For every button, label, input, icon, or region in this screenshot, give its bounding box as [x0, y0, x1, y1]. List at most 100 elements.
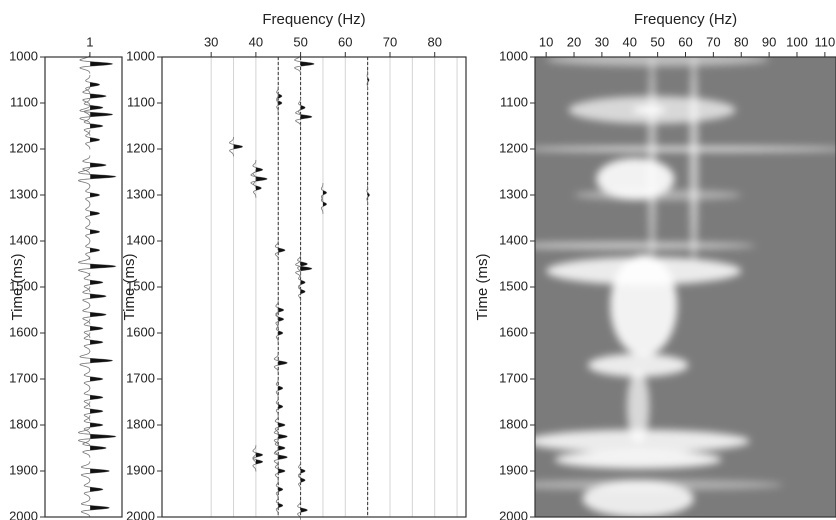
wavelet-lobe [278, 454, 288, 460]
wavelet-lobe [90, 192, 100, 198]
x-tick-label: 30 [595, 34, 609, 49]
wavelet-lobe [278, 468, 285, 474]
x-tick-label: 80 [427, 34, 441, 49]
wavelet-lobe [90, 137, 100, 143]
feature [647, 57, 657, 264]
wavelet-lobe [300, 289, 306, 294]
wavelet-lobe [278, 100, 282, 106]
wavelet-lobe [256, 176, 268, 182]
plot-frame [161, 56, 467, 518]
y-tick-label: 1200 [499, 140, 528, 155]
panel: 1000 1100 1200 1300 1400 1500 1600 1700 1800 1900… [9, 34, 123, 520]
wavelet-lobe [90, 445, 106, 451]
wavelet-lobe [278, 247, 285, 253]
wavelet-lobe [367, 192, 370, 198]
x-tick-label: 70 [706, 34, 720, 49]
x-tick-label: 20 [567, 34, 581, 49]
x-tick-label: 60 [678, 34, 692, 49]
y-tick-label: 1900 [499, 462, 528, 477]
y-tick-label: 1600 [9, 324, 38, 339]
wavelet-lobe [90, 422, 103, 428]
y-tick-label: 1900 [9, 462, 38, 477]
wavelet-lobe [300, 261, 308, 267]
x-tick-label: 60 [338, 34, 352, 49]
y-tick-label: 1400 [9, 232, 38, 247]
wavelet-lobe [90, 264, 116, 269]
feature [546, 57, 770, 67]
y-axis-label: Time (ms) [9, 254, 26, 321]
x-tick-label: 70 [383, 34, 397, 49]
wavelet-lobe [90, 93, 106, 99]
y-tick-label: 1600 [499, 324, 528, 339]
y-tick-label: 1200 [9, 140, 38, 155]
wavelet-lobe [300, 477, 306, 483]
feature [689, 57, 699, 264]
y-tick-label: 1800 [499, 416, 528, 431]
wavelet-lobe [90, 229, 100, 235]
feature [574, 189, 742, 201]
y-tick-label: 2000 [499, 508, 528, 520]
wavelet-lobe [322, 201, 327, 207]
y-tick-label: 1700 [126, 370, 155, 385]
wavelet-lobe [255, 452, 263, 458]
wavelet-lobe [255, 459, 263, 465]
wavelet-lobe [90, 395, 103, 400]
x-tick-label: 110 [814, 34, 835, 49]
feature [535, 429, 750, 453]
wavelet-lobe [300, 114, 312, 120]
y-tick-label: 1500 [126, 278, 155, 293]
wavelet-lobe [300, 468, 306, 474]
wavelet-lobe [90, 408, 103, 414]
y-tick-label: 1800 [126, 416, 155, 431]
y-tick-label: 1100 [500, 94, 528, 109]
y-tick-label: 1300 [9, 186, 38, 201]
wavelet-lobe [278, 385, 283, 391]
feature [535, 146, 836, 152]
wavelet-lobe [278, 503, 283, 508]
x-tick-label: 90 [762, 34, 776, 49]
y-tick-label: 1000 [126, 48, 155, 63]
x-tick-label: 50 [293, 34, 307, 49]
wavelet-lobe [300, 266, 312, 271]
wavelet-lobe [300, 280, 306, 285]
panel: 1000 1100 1200 1300 1400 1500 1600 1700 1800 1900… [474, 11, 836, 520]
x-tick-label: 100 [786, 34, 808, 49]
wavelet-lobe [278, 330, 283, 336]
wavelet-lobe [367, 77, 369, 83]
y-tick-label: 1300 [499, 186, 528, 201]
wavelet-lobe [278, 360, 288, 366]
x-tick-label: 10 [539, 34, 553, 49]
wavelet-lobe [278, 316, 284, 322]
wavelet-lobe [90, 312, 106, 317]
y-tick-label: 2000 [126, 508, 155, 520]
x-tick-label: 30 [204, 34, 218, 49]
x-axis-label: Frequency (Hz) [634, 11, 737, 28]
wavelet-lobe [90, 82, 100, 87]
y-tick-label: 1600 [126, 324, 155, 339]
wavelet-lobe [278, 404, 283, 409]
feature [582, 480, 694, 517]
wavelet-lobe [90, 326, 103, 331]
wavelet-lobe [278, 487, 283, 492]
wavelet-lobe [90, 468, 110, 474]
wavelet-lobe [255, 185, 262, 191]
y-tick-label: 1400 [126, 232, 155, 247]
wavelet-lobe [300, 61, 314, 67]
y-tick-label: 1100 [127, 94, 155, 109]
panel: 1000 1100 1200 1300 1400 1500 1600 1700 1800 1900… [121, 11, 467, 520]
wavelet-lobe [90, 293, 106, 299]
features [535, 57, 836, 517]
wavelet-lobe [90, 174, 116, 179]
y-tick-label: 1800 [9, 416, 38, 431]
x-tick-label: 40 [249, 34, 263, 49]
feature [626, 369, 650, 444]
wavelet-lobe [278, 445, 285, 451]
wavelet-lobe [278, 93, 282, 99]
wavelet-lobe [300, 507, 308, 513]
wavelet-lobe [278, 434, 288, 439]
x-tick-label: 50 [650, 34, 664, 49]
wavelet-lobe [278, 307, 284, 313]
wavelet-lobe [90, 487, 103, 492]
plot-frame [44, 56, 123, 518]
